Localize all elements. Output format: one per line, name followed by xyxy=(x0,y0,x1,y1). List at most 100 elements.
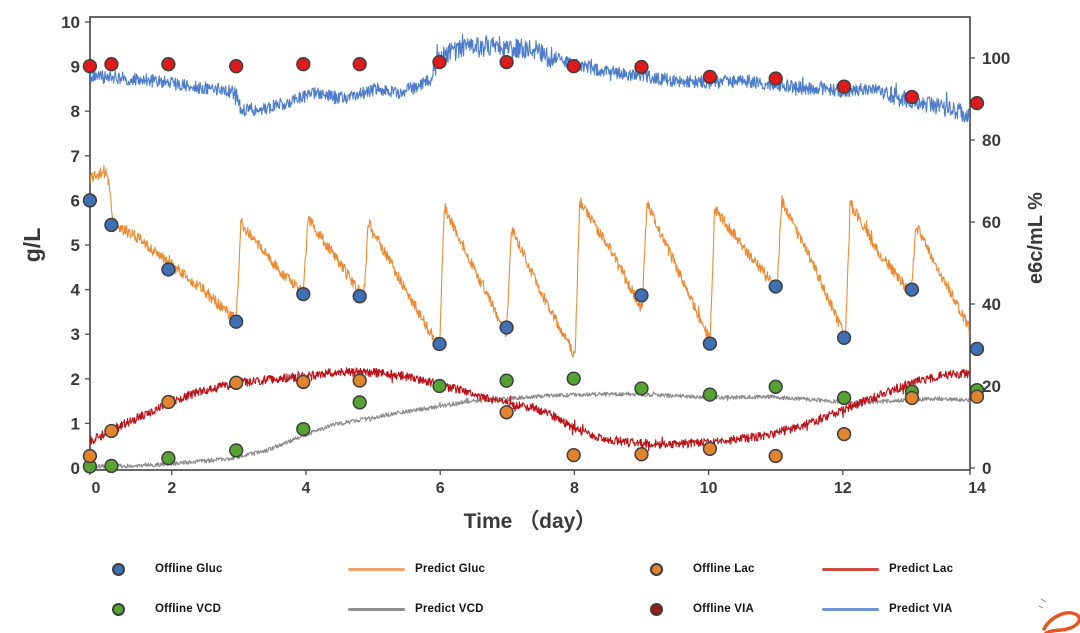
left-tick-label: 4 xyxy=(71,281,81,300)
offline-point-offline-via xyxy=(82,59,98,74)
x-tick-label: 0 xyxy=(92,480,101,497)
legend-item-offline-via: Offline VIA xyxy=(650,592,754,626)
legend-item-offline-gluc: Offline Gluc xyxy=(112,552,223,586)
left-tick-label: 3 xyxy=(71,325,80,344)
offline-point-offline-gluc xyxy=(352,289,367,304)
legend-label: Predict VIA xyxy=(889,603,953,615)
offline-point-offline-gluc xyxy=(634,288,649,303)
left-tick-label: 1 xyxy=(71,414,80,433)
offline-point-offline-lac xyxy=(499,405,514,420)
legend-item-predict-vcd: Predict VCD xyxy=(348,592,484,626)
offline-point-offline-lac xyxy=(702,441,718,456)
offline-point-offline-gluc xyxy=(836,330,852,345)
handwritten-corner-mark xyxy=(1038,598,1080,633)
x-tick-label: 2 xyxy=(167,480,176,497)
legend-line-marker xyxy=(822,607,879,611)
legend-item-predict-via: Predict VIA xyxy=(822,592,953,626)
offline-point-offline-gluc xyxy=(499,320,514,335)
legend-dot-marker xyxy=(112,602,125,616)
left-tick-label: 8 xyxy=(71,102,80,121)
offline-point-offline-gluc xyxy=(104,217,119,233)
legend-dot-marker xyxy=(112,562,125,576)
left-tick-label: 9 xyxy=(71,58,80,77)
legend-label: Offline Gluc xyxy=(155,563,223,575)
legend-item-predict-gluc: Predict Gluc xyxy=(348,552,485,586)
offline-point-offline-gluc xyxy=(904,282,920,297)
offline-point-offline-lac xyxy=(352,373,367,388)
offline-point-offline-lac xyxy=(229,375,244,390)
right-tick-label: 0 xyxy=(982,459,991,478)
offline-point-offline-via xyxy=(104,57,119,72)
offline-point-offline-via xyxy=(229,59,244,74)
offline-point-offline-vcd xyxy=(702,387,718,402)
left-axis-title: g/L xyxy=(19,228,45,263)
offline-point-offline-lac xyxy=(634,447,649,462)
left-tick-label: 10 xyxy=(61,13,80,32)
left-tick-label: 0 xyxy=(71,459,80,478)
x-tick-label: 6 xyxy=(436,480,445,497)
legend-dot-marker xyxy=(650,562,663,576)
legend-item-offline-vcd: Offline VCD xyxy=(112,592,221,626)
x-tick-label: 14 xyxy=(968,480,986,497)
right-tick-label: 60 xyxy=(982,213,1001,232)
legend-label: Offline VCD xyxy=(155,603,222,615)
legend-label: Predict Lac xyxy=(889,563,954,575)
offline-point-offline-vcd xyxy=(499,373,514,388)
left-tick-label: 7 xyxy=(71,147,80,166)
offline-point-offline-gluc xyxy=(432,336,447,352)
offline-point-offline-vcd xyxy=(432,378,447,394)
legend-label: Predict VCD xyxy=(415,603,484,615)
offline-point-offline-lac xyxy=(904,390,920,406)
right-tick-label: 80 xyxy=(982,131,1001,150)
offline-point-offline-lac xyxy=(768,448,783,464)
offline-point-offline-via xyxy=(566,59,581,74)
legend-line-marker xyxy=(822,567,879,571)
offline-point-offline-lac xyxy=(82,448,98,464)
offline-point-offline-vcd xyxy=(352,395,367,410)
offline-point-offline-gluc xyxy=(702,336,718,351)
legend-label: Offline VIA xyxy=(693,603,754,615)
offline-point-offline-via xyxy=(768,71,783,86)
offline-point-offline-vcd xyxy=(229,443,244,458)
legend-row-2: Offline VCD Predict VCD Offline VIA Predict… xyxy=(0,592,1080,626)
offline-point-offline-vcd xyxy=(836,390,852,406)
legend-item-predict-lac: Predict Lac xyxy=(822,552,953,586)
offline-point-offline-via xyxy=(432,54,447,70)
x-tick-label: 10 xyxy=(700,480,718,497)
offline-point-offline-gluc xyxy=(768,279,783,294)
left-tick-label: 6 xyxy=(71,191,80,210)
x-tick-label: 4 xyxy=(302,480,311,497)
offline-point-offline-vcd xyxy=(768,379,783,394)
offline-point-offline-vcd xyxy=(161,451,176,466)
legend-label: Predict Gluc xyxy=(415,563,486,575)
legend: Offline Gluc Predict Gluc Offline Lac Predi… xyxy=(0,544,1080,632)
offline-point-offline-via xyxy=(352,57,367,72)
legend-row-1: Offline Gluc Predict Gluc Offline Lac Predi… xyxy=(0,552,1080,586)
offline-point-offline-gluc xyxy=(969,341,985,357)
offline-point-offline-via xyxy=(904,89,920,105)
offline-point-offline-via xyxy=(836,79,852,94)
offline-point-offline-via xyxy=(499,54,514,70)
offline-point-offline-vcd xyxy=(296,421,311,437)
legend-item-offline-lac: Offline Lac xyxy=(650,552,755,586)
offline-point-offline-via xyxy=(161,57,176,72)
predict-line-predict-via xyxy=(90,33,970,124)
offline-point-offline-via xyxy=(969,95,985,111)
legend-dot-marker xyxy=(650,602,663,616)
offline-point-offline-lac xyxy=(104,423,119,439)
offline-points xyxy=(82,54,985,474)
legend-line-marker xyxy=(348,567,405,571)
offline-point-offline-vcd xyxy=(634,381,649,396)
offline-point-offline-gluc xyxy=(229,314,244,329)
offline-point-offline-vcd xyxy=(566,371,581,386)
offline-point-offline-gluc xyxy=(296,286,311,302)
legend-line-marker xyxy=(348,607,405,611)
right-axis-title: e6c/mL % xyxy=(1025,192,1047,284)
offline-point-offline-via xyxy=(702,69,718,85)
offline-point-offline-lac xyxy=(296,374,311,390)
left-tick-label: 5 xyxy=(71,236,80,255)
offline-point-offline-via xyxy=(634,59,649,75)
right-tick-label: 20 xyxy=(982,377,1001,396)
